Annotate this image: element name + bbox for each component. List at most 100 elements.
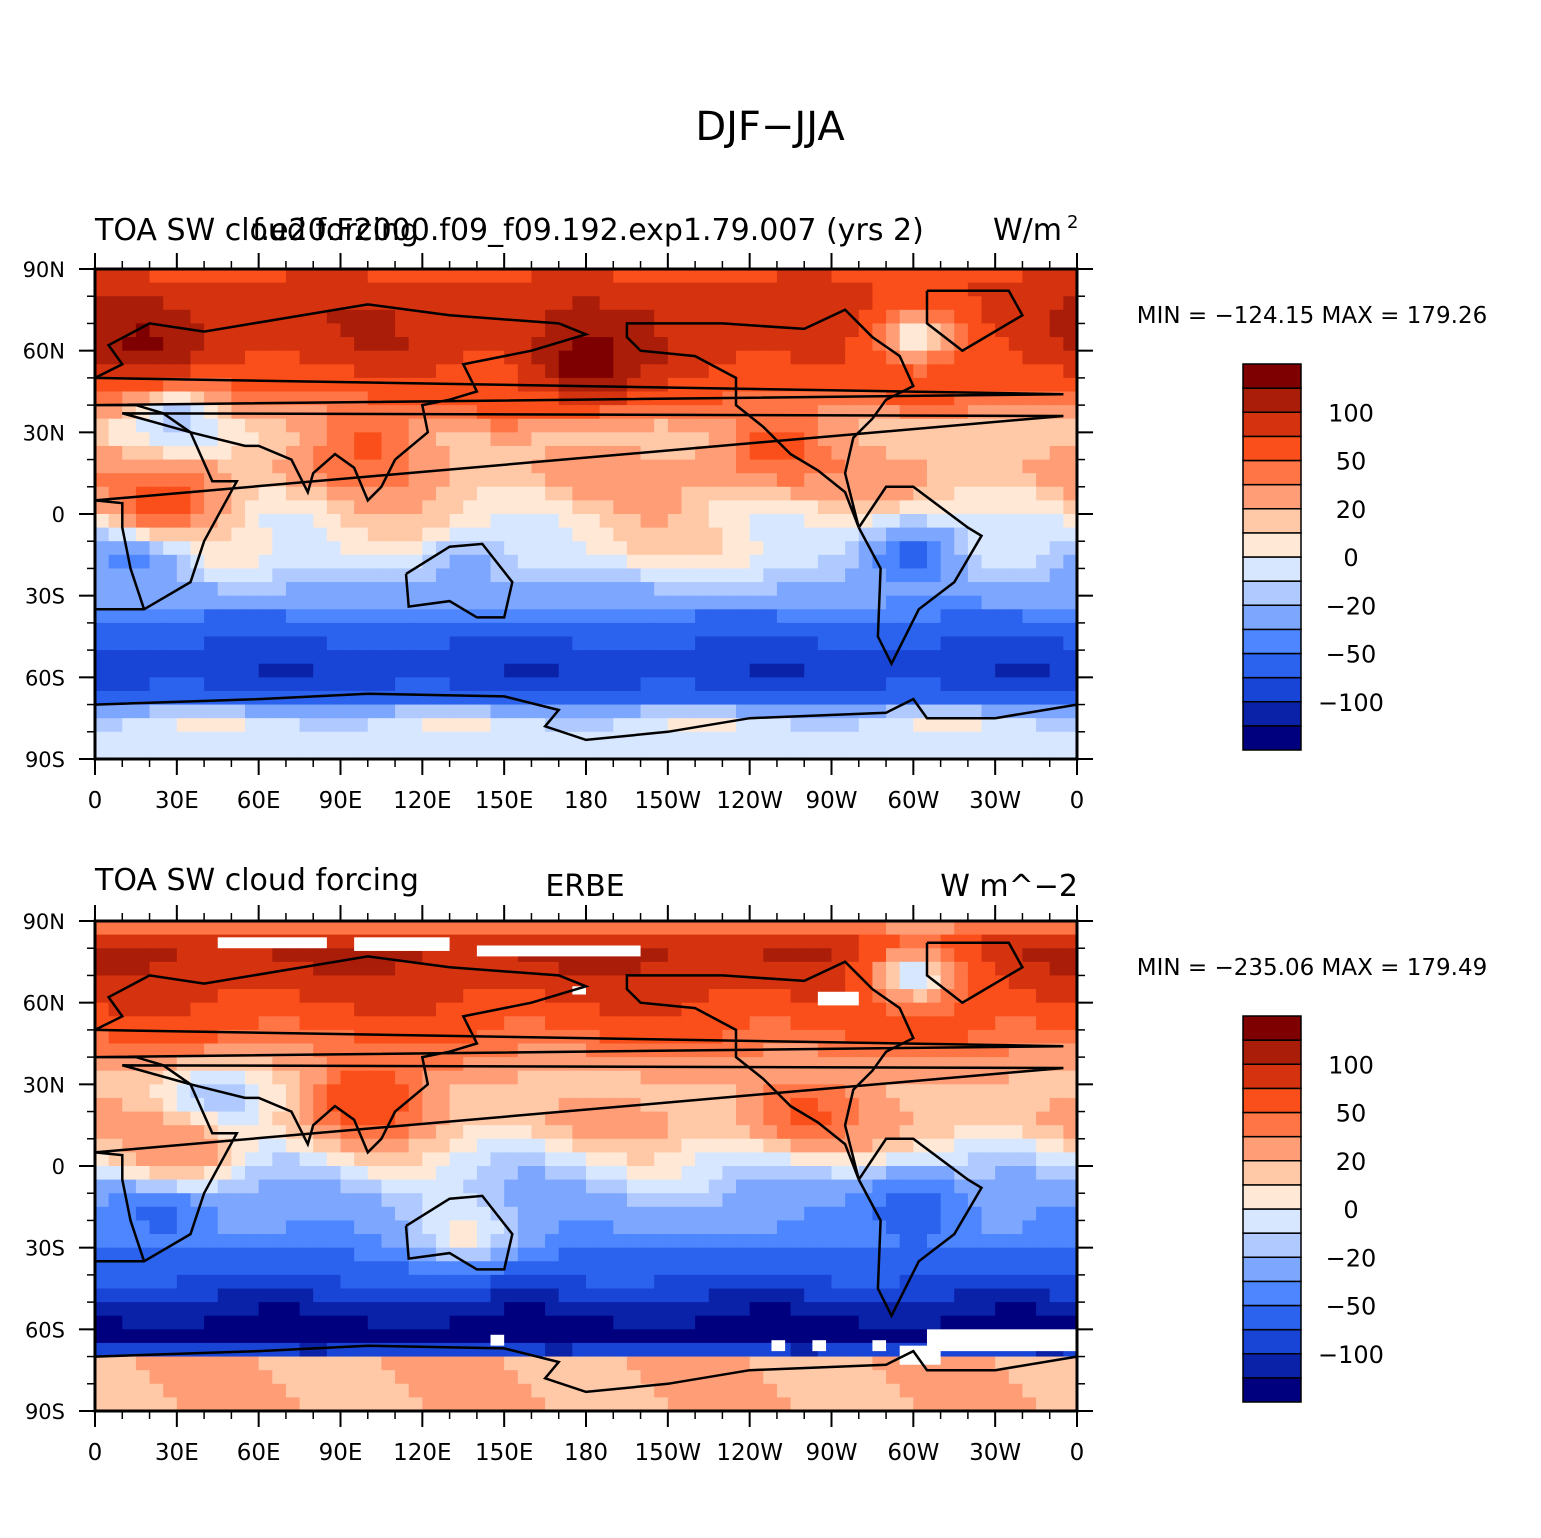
field-cell xyxy=(422,1302,437,1317)
field-cell xyxy=(708,323,723,338)
field-cell xyxy=(449,921,464,936)
field-cell xyxy=(313,296,328,311)
field-cell xyxy=(517,541,533,556)
field-cell xyxy=(1036,1302,1051,1317)
field-cell xyxy=(149,296,164,311)
field-cell xyxy=(204,500,219,515)
field-cell xyxy=(490,391,505,406)
field-cell xyxy=(135,1125,151,1140)
field-cell xyxy=(913,1166,928,1181)
field-cell xyxy=(245,445,260,461)
field-cell xyxy=(926,445,942,461)
field-cell xyxy=(395,473,410,488)
field-cell xyxy=(95,1111,110,1126)
field-cell xyxy=(217,1043,232,1058)
field-cell xyxy=(354,432,369,447)
field-cell xyxy=(613,677,628,692)
field-cell xyxy=(122,1152,137,1167)
field-cell xyxy=(667,934,683,949)
field-cell xyxy=(599,1070,614,1085)
field-cell xyxy=(899,718,914,733)
field-cell xyxy=(1008,1138,1024,1153)
field-cell xyxy=(435,269,451,284)
field-cell xyxy=(422,989,437,1004)
field-cell xyxy=(272,1261,287,1276)
field-cell xyxy=(135,1166,151,1181)
field-cell xyxy=(708,582,723,597)
field-cell xyxy=(490,459,505,474)
field-cell xyxy=(613,418,628,433)
field-cell xyxy=(190,377,205,393)
field-cell xyxy=(231,391,246,406)
field-cell xyxy=(667,1016,683,1031)
field-cell xyxy=(872,1166,887,1181)
field-cell xyxy=(831,473,846,488)
field-cell xyxy=(613,975,628,990)
field-cell xyxy=(285,718,301,733)
field-cell xyxy=(940,309,955,325)
field-cell xyxy=(913,1070,928,1085)
field-cell xyxy=(899,1234,914,1249)
field-cell xyxy=(763,948,778,963)
field-cell xyxy=(422,527,437,542)
field-cell xyxy=(354,309,369,325)
field-cell xyxy=(695,1111,710,1126)
field-cell xyxy=(995,1220,1010,1235)
field-cell xyxy=(231,1179,246,1194)
field-cell xyxy=(231,609,246,624)
field-cell xyxy=(422,921,437,936)
field-cell xyxy=(354,1302,369,1317)
field-cell xyxy=(681,541,696,556)
field-cell xyxy=(231,1193,246,1208)
field-cell xyxy=(422,1274,437,1290)
field-cell xyxy=(995,364,1010,379)
field-cell xyxy=(872,1302,887,1317)
field-cell xyxy=(258,704,273,719)
field-cell xyxy=(95,690,110,706)
field-cell xyxy=(967,636,983,651)
field-cell xyxy=(736,1152,751,1167)
field-cell xyxy=(626,269,642,284)
field-cell xyxy=(858,704,874,719)
field-cell xyxy=(886,296,901,311)
field-cell xyxy=(422,582,437,597)
field-cell xyxy=(626,718,642,733)
field-cell xyxy=(626,1029,642,1045)
field-cell xyxy=(381,1247,396,1262)
field-cell xyxy=(817,486,833,501)
field-cell xyxy=(245,1179,260,1194)
field-cell xyxy=(586,459,601,474)
field-cell xyxy=(95,473,110,488)
field-cell xyxy=(790,1206,805,1222)
field-cell xyxy=(340,459,355,474)
field-cell xyxy=(95,486,110,501)
field-cell xyxy=(354,961,369,977)
field-cell xyxy=(490,650,505,665)
field-cell xyxy=(1036,650,1051,665)
field-cell xyxy=(981,541,996,556)
field-cell xyxy=(258,948,273,963)
field-cell xyxy=(285,650,301,665)
field-cell xyxy=(545,1111,560,1126)
field-cell xyxy=(736,282,751,297)
field-cell xyxy=(926,948,942,963)
field-cell xyxy=(176,391,192,406)
field-cell xyxy=(1063,1261,1078,1276)
field-cell xyxy=(245,337,260,352)
field-cell xyxy=(613,731,628,746)
field-cell xyxy=(326,1084,342,1099)
field-cell xyxy=(817,1302,833,1317)
field-cell xyxy=(108,323,123,338)
field-cell xyxy=(790,663,805,678)
field-cell xyxy=(954,1234,969,1249)
field-cell xyxy=(204,1193,219,1208)
field-cell xyxy=(463,663,478,678)
field-cell xyxy=(722,1234,737,1249)
field-cell xyxy=(858,731,874,746)
field-cell xyxy=(463,650,478,665)
field-cell xyxy=(995,1152,1010,1167)
field-cell xyxy=(190,663,205,678)
field-cell xyxy=(872,282,887,297)
field-cell xyxy=(217,1029,232,1045)
field-cell xyxy=(545,1152,560,1167)
